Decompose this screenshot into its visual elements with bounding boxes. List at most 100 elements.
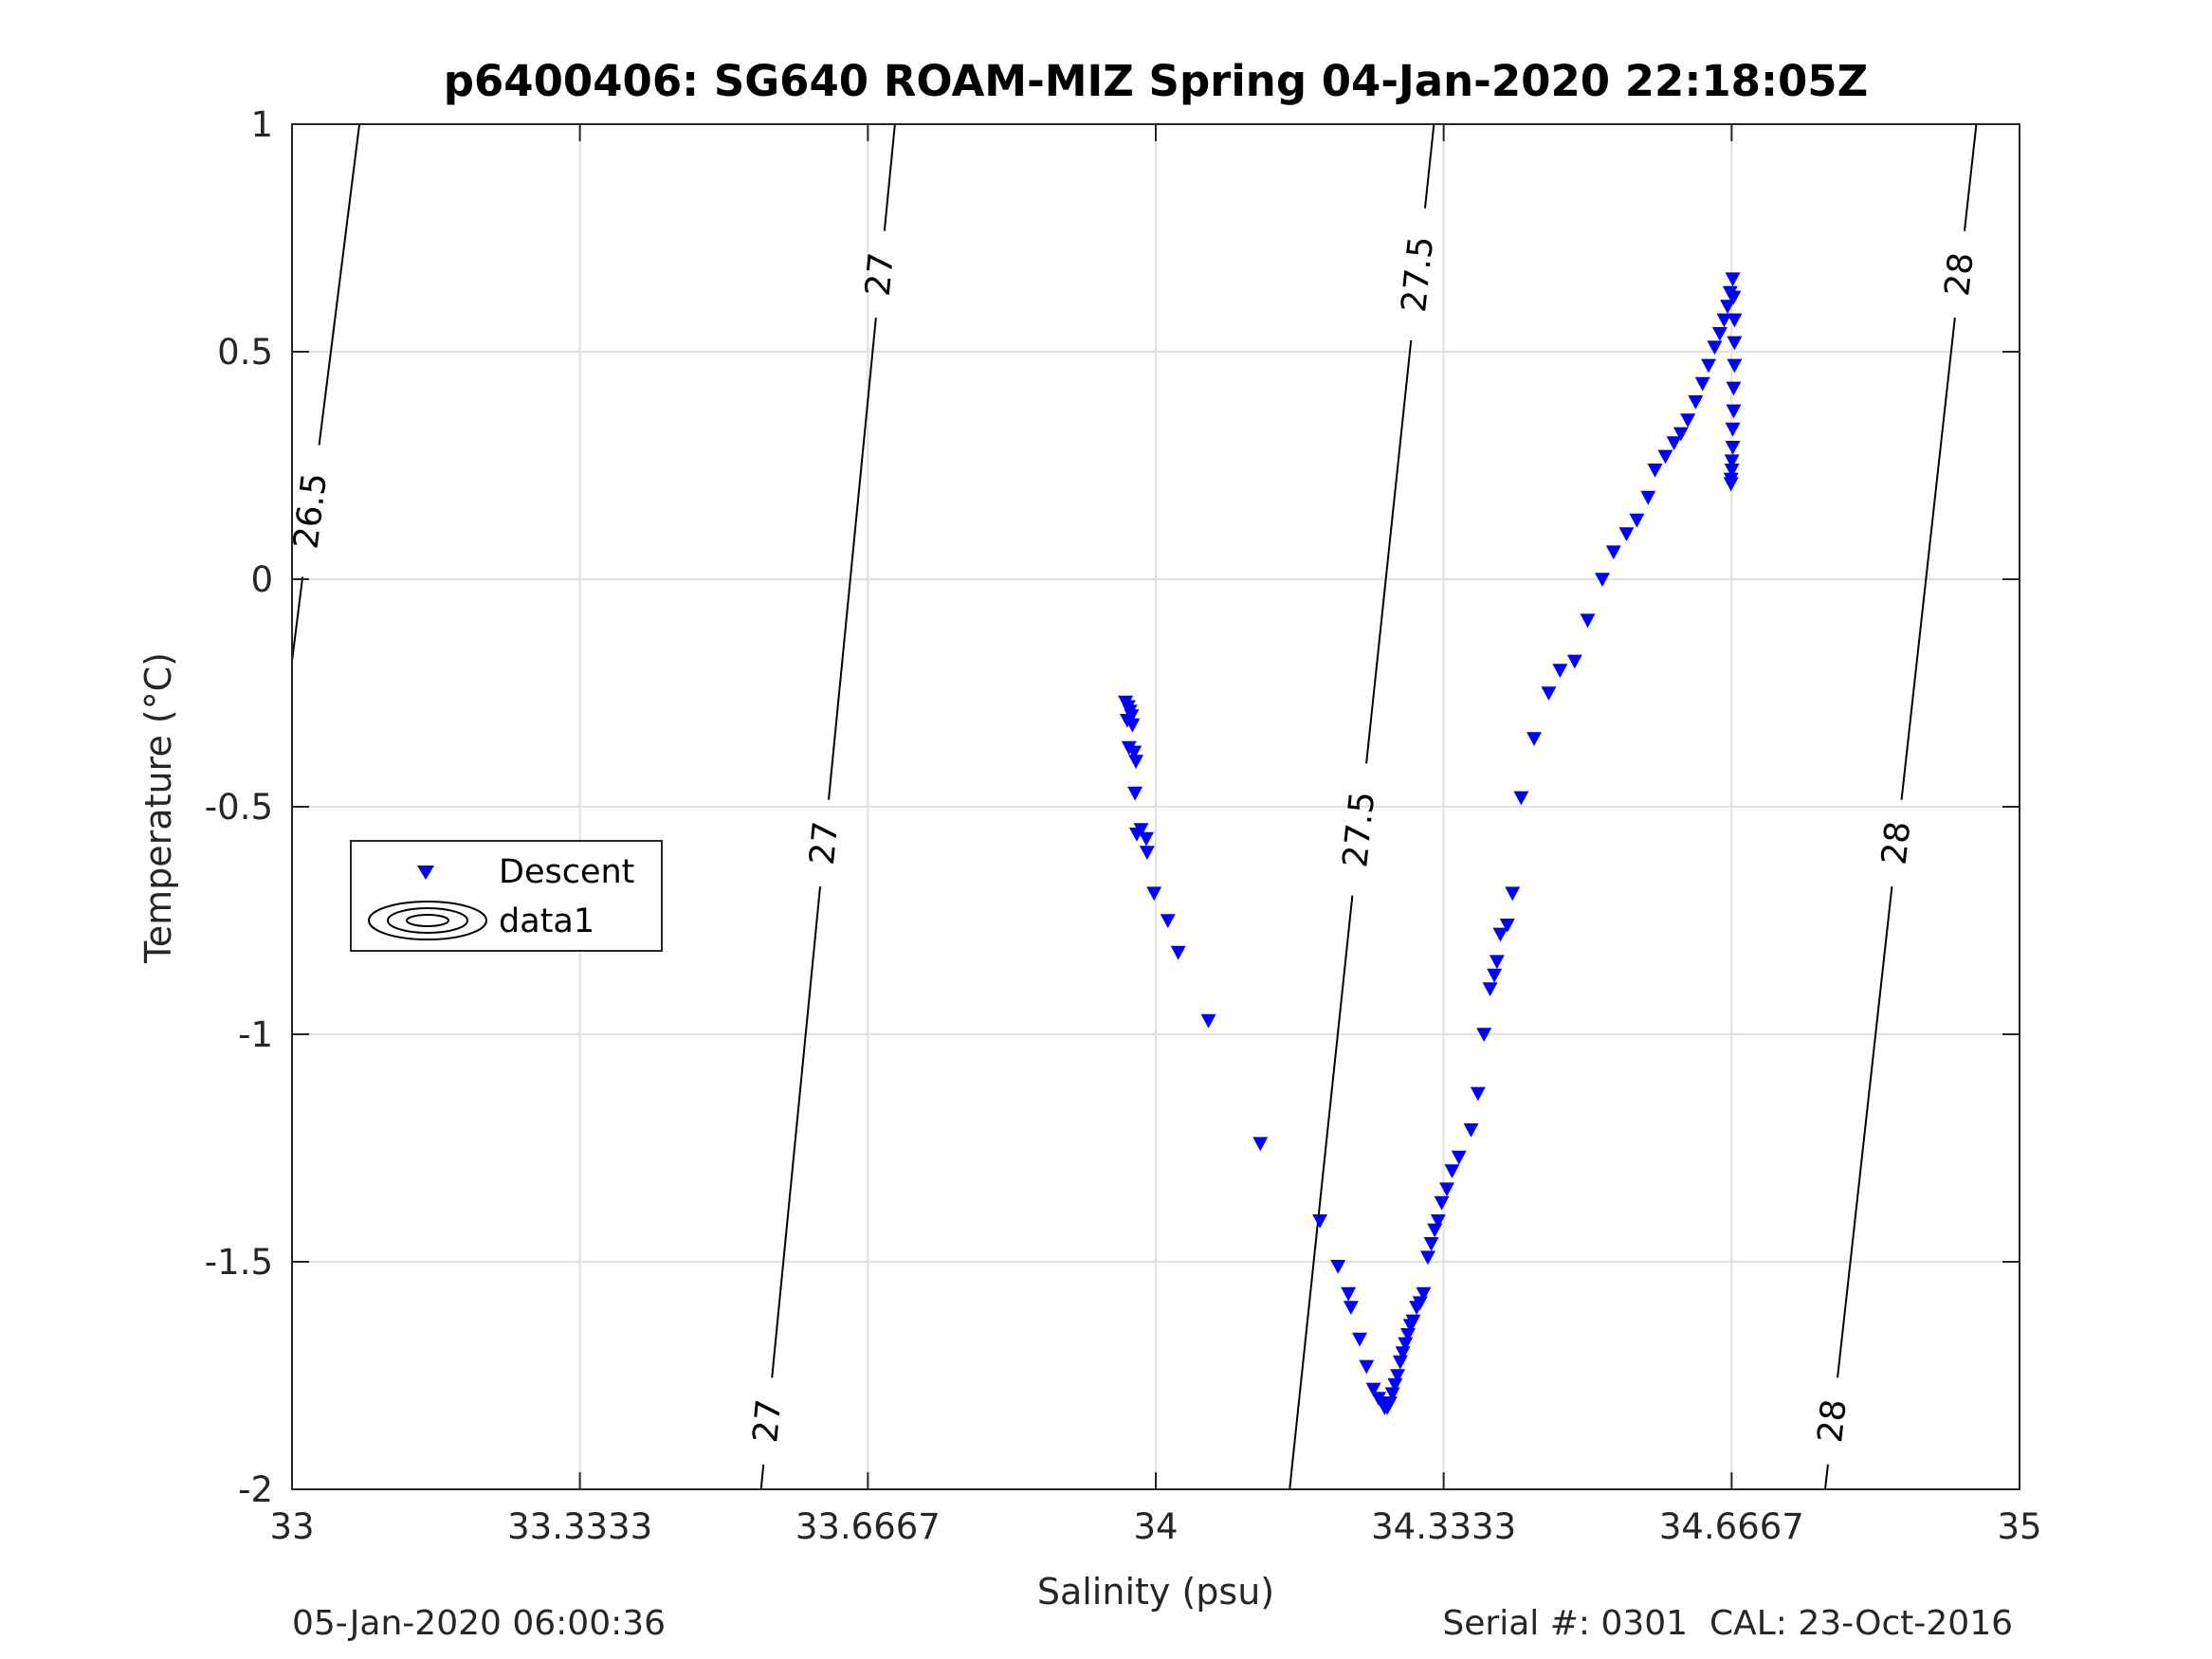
plot-area: 26.5 27 27 27 27.5 27.5 28 28 28 33 33.3333 33.666… (205, 104, 2042, 1547)
contour-label: 27.5 (1336, 790, 1382, 869)
y-tick-label: 1 (250, 104, 273, 145)
y-tick-label: -1 (238, 1014, 273, 1055)
x-tick-label: 35 (1997, 1506, 2041, 1547)
descent-point (1726, 381, 1742, 396)
descent-point (1647, 464, 1663, 478)
descent-point (1392, 1355, 1408, 1370)
descent-point (1124, 718, 1141, 733)
contour-label: 27.5 (1395, 234, 1441, 314)
legend[interactable]: Descent data1 (350, 840, 663, 952)
descent-point (1463, 1123, 1479, 1138)
descent-point (1146, 886, 1162, 902)
descent-point (1395, 1346, 1411, 1360)
descent-point (1724, 464, 1740, 478)
descent-point (1400, 1328, 1417, 1342)
x-tick-label: 34.6667 (1659, 1506, 1804, 1547)
descent-point (1127, 786, 1143, 801)
descent-point (1640, 490, 1656, 505)
contour-label: 28 (1875, 819, 1919, 866)
descent-point (1384, 1387, 1400, 1402)
descent-point (1128, 755, 1144, 769)
descent-point (1727, 313, 1743, 328)
contour-line-27: 27 27 27 (746, 123, 902, 1490)
descent-point (1725, 422, 1741, 437)
descent-point (1419, 1250, 1435, 1266)
contour-segment (771, 886, 822, 1378)
y-tick-label: 0.5 (217, 332, 273, 373)
descent-point (1359, 1359, 1375, 1375)
descent-point (1694, 376, 1710, 392)
descent-point (1423, 1237, 1439, 1251)
descent-point (1160, 914, 1176, 928)
descent-point (1482, 982, 1498, 996)
x-tick-label: 34.3333 (1371, 1506, 1516, 1547)
descent-point (1398, 1337, 1414, 1352)
legend-box (350, 840, 663, 952)
contour-label: 27 (803, 820, 846, 867)
y-tick-label: -2 (238, 1469, 273, 1510)
contour-label: 28 (1811, 1397, 1855, 1445)
descent-point (1701, 358, 1717, 374)
legend-data1-label: data1 (499, 902, 594, 940)
contour-segment (828, 318, 877, 800)
descent-point (1618, 527, 1635, 541)
contour-segment (318, 123, 361, 446)
axis-ticks: 33 33.3333 33.6667 34 34.3333 34.6667 35 1 0.5 0 -… (205, 104, 2042, 1547)
descent-point (1387, 1377, 1403, 1393)
x-tick-label: 33.3333 (507, 1506, 652, 1547)
descent-point (1139, 846, 1155, 860)
descent-point (1680, 413, 1696, 428)
descent-point (1727, 336, 1743, 351)
descent-point (1726, 404, 1742, 419)
x-tick-label: 33 (269, 1506, 314, 1547)
descent-point (1451, 1150, 1467, 1165)
descent-point (1605, 545, 1621, 560)
contour-segment (759, 1464, 765, 1490)
y-tick-label: -1.5 (205, 1242, 273, 1283)
descent-point (1381, 1396, 1398, 1411)
contour-label: 28 (1938, 250, 1982, 298)
contour-segment (1423, 123, 1435, 209)
contour-segment (883, 123, 896, 231)
descent-point (1390, 1369, 1406, 1383)
contour-segment (1365, 339, 1413, 764)
contour-segment (291, 576, 304, 662)
descent-point (1723, 477, 1739, 492)
contour-line-26.5: 26.5 (287, 123, 361, 662)
descent-point (1487, 968, 1503, 983)
contour-label: 27 (859, 251, 902, 299)
footer-serial-calibration: Serial #: 0301 CAL: 23-Oct-2016 (1442, 1604, 2013, 1643)
y-axis-label: Temperature (°C) (137, 652, 179, 964)
descent-point (1430, 1214, 1446, 1229)
descent-point (1711, 327, 1728, 341)
descent-point (1541, 686, 1557, 701)
chart-title: p6400406: SG640 ROAM-MIZ Spring 04-Jan-2… (444, 56, 1868, 106)
descent-point (1580, 613, 1596, 629)
descent-point (1716, 313, 1732, 328)
descent-point (1138, 831, 1154, 847)
descent-point (1666, 436, 1682, 450)
descent-point (1365, 1382, 1381, 1397)
contour-segment (1289, 895, 1354, 1490)
y-tick-label: -0.5 (205, 787, 273, 828)
contour-label: 26.5 (287, 471, 336, 552)
descent-point (1688, 395, 1704, 410)
descent-point (1330, 1260, 1346, 1274)
y-tick-label: 0 (250, 559, 273, 600)
descent-point (1629, 513, 1645, 528)
contour-line-28: 28 28 28 (1811, 123, 1982, 1490)
descent-point (1720, 300, 1736, 314)
descent-point (1252, 1137, 1269, 1152)
descent-point (1312, 1214, 1328, 1229)
contour-segment (1837, 886, 1893, 1378)
descent-point (1170, 945, 1186, 960)
descent-point (1657, 449, 1673, 465)
descent-point (1128, 828, 1144, 842)
contour-line-27.5: 27.5 27.5 (1289, 123, 1441, 1490)
descent-point (1724, 454, 1740, 469)
descent-point (1566, 654, 1582, 669)
descent-point (1416, 1286, 1432, 1302)
footer-timestamp: 05-Jan-2020 06:00:36 (292, 1604, 667, 1643)
descent-point (1725, 441, 1741, 455)
descent-point (1405, 1314, 1421, 1329)
